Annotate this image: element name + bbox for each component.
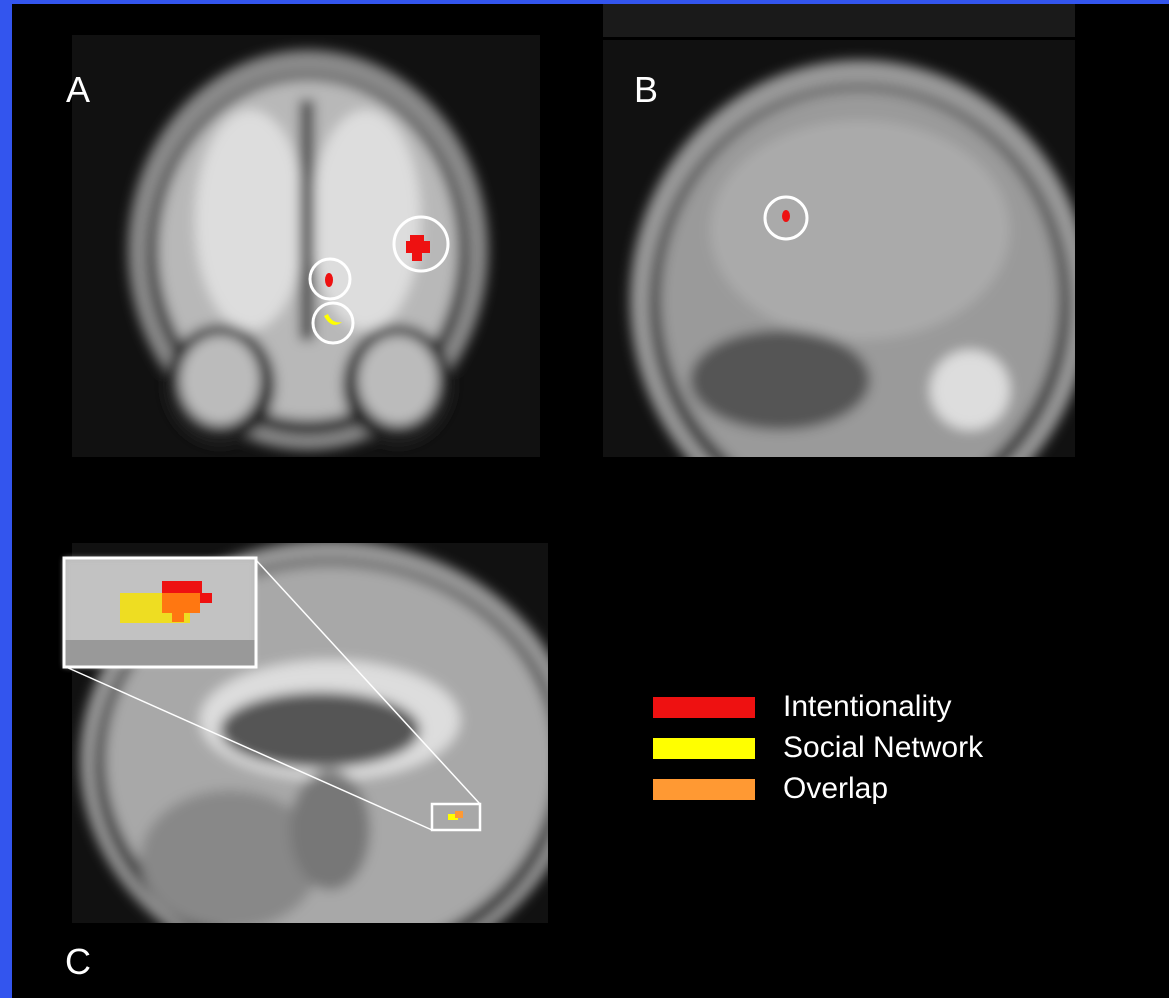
panel-label: B <box>634 69 658 110</box>
legend-label: Intentionality <box>783 690 951 723</box>
panel-label: A <box>66 69 90 110</box>
legend-swatch <box>653 697 755 718</box>
figure: A B C Intentionality Social Network Overla… <box>0 0 1169 998</box>
panel-a-image <box>72 35 540 457</box>
legend-swatch <box>653 779 755 800</box>
legend-label: Overlap <box>783 772 888 805</box>
legend-label: Social Network <box>783 731 984 764</box>
panel-label: C <box>65 941 91 982</box>
panel-c-image <box>64 540 580 980</box>
legend-swatch <box>653 738 755 759</box>
